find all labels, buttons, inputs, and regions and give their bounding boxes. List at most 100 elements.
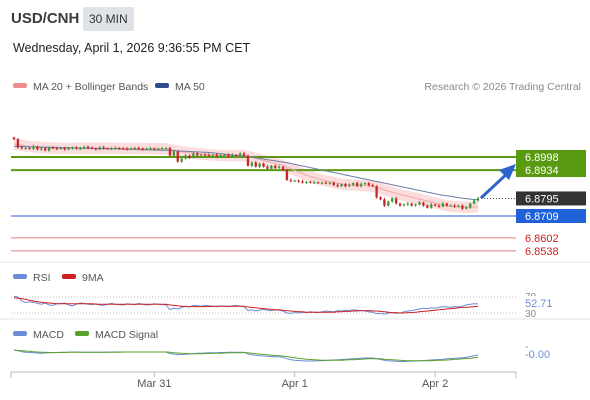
candle-body (336, 185, 339, 187)
resistance-tag (516, 150, 586, 164)
chart-header: USD/CNH 30 MIN Wednesday, April 1, 2026 … (0, 0, 590, 70)
candle-body (316, 182, 320, 184)
rsi-ma-legend-swatch (62, 274, 76, 279)
candle-body (414, 204, 417, 206)
candle-body (418, 202, 421, 205)
support-label: 6.8538 (525, 246, 559, 258)
candle-body (137, 148, 140, 150)
rsi-pane: RSI 9MA 70 30 52.71 (11, 272, 558, 320)
candle-body (90, 148, 94, 150)
candle-body (293, 180, 296, 182)
candle-body (406, 203, 409, 205)
candle-body (102, 147, 105, 149)
candle-body (125, 148, 129, 150)
x-tick-label: Apr 1 (282, 378, 308, 390)
resistance-tag-label: 6.8998 (525, 152, 559, 164)
candle-body (12, 137, 16, 140)
candle-body (79, 148, 82, 150)
candle-body (422, 202, 425, 206)
candle-body (153, 148, 156, 150)
candle-body (375, 186, 378, 198)
ma20-legend-swatch (13, 83, 27, 88)
candle-body (383, 199, 386, 206)
candle-body (242, 153, 246, 156)
candle-body (313, 182, 316, 184)
candle-body (457, 205, 460, 207)
macd-tick-mark: - (525, 342, 528, 353)
candle-body (461, 205, 464, 209)
candle-body (118, 148, 121, 150)
candle-body (98, 147, 101, 150)
candle-body (40, 148, 43, 150)
rsi-last-value: 52.71 (525, 298, 553, 310)
candle-body (133, 148, 137, 150)
candle-body (75, 147, 78, 149)
candle-body (71, 147, 74, 149)
candle-body (258, 163, 261, 167)
candle-body (67, 148, 70, 150)
candle-body (55, 148, 59, 150)
candle-body (324, 182, 328, 184)
candle-body (281, 166, 285, 170)
candle-body (469, 203, 472, 208)
macd-pane: MACD MACD Signal - -0.00 (13, 329, 550, 362)
candle-body (394, 198, 398, 204)
candle-body (445, 203, 448, 206)
candle-body (332, 182, 335, 186)
candle-body (145, 148, 148, 150)
candle-body (449, 205, 452, 207)
forecast-arrow-head (499, 164, 516, 180)
timeframe-badge[interactable]: 30 MIN (83, 7, 134, 31)
candle-body (180, 158, 183, 162)
candle-body (371, 185, 374, 187)
candle-body (328, 182, 332, 184)
support-label: 6.8602 (525, 233, 559, 245)
datetime-label: Wednesday, April 1, 2026 9:36:55 PM CET (13, 41, 251, 55)
candle-body (472, 200, 476, 204)
candle-body (387, 201, 390, 206)
candle-body (274, 165, 277, 168)
candle-body (16, 139, 20, 148)
candle-body (47, 147, 51, 151)
candle-body (476, 198, 480, 201)
x-tick-label: Apr 2 (422, 378, 448, 390)
candle-body (289, 180, 293, 182)
candle-body (426, 205, 429, 208)
candle-body (359, 184, 363, 187)
candle-body (391, 198, 394, 202)
candle-body (398, 203, 402, 206)
candle-body (430, 204, 433, 208)
candle-body (164, 148, 168, 150)
candle-body (238, 153, 242, 156)
candle-body (352, 183, 355, 186)
candle-body (433, 204, 437, 206)
candle-body (44, 148, 47, 151)
candle-body (59, 148, 62, 150)
symbol-label: USD/CNH (11, 10, 80, 27)
rsi-legend-label: RSI (33, 272, 51, 284)
candle-body (160, 148, 164, 150)
pivot-tag-label: 6.8709 (525, 211, 559, 223)
candle-body (86, 146, 90, 149)
candle-body (254, 162, 257, 167)
candle-body (223, 154, 226, 156)
candle-body (277, 166, 281, 168)
credit-label: Research © 2026 Trading Central (424, 81, 581, 93)
candle-body (141, 148, 144, 150)
candle-body (266, 166, 269, 169)
rsi-legend-swatch (13, 274, 27, 279)
candle-body (465, 207, 468, 209)
candle-body (219, 155, 222, 157)
candle-body (227, 154, 230, 157)
candle-body (24, 148, 27, 150)
x-ticks: Mar 31 Apr 1 Apr 2 (137, 372, 448, 390)
candle-body (285, 169, 289, 181)
candle-body (106, 148, 109, 150)
candle-body (367, 183, 370, 186)
candle-body (379, 197, 382, 200)
candles (12, 136, 480, 210)
candle-body (129, 148, 133, 150)
macd-legend-label: MACD (33, 329, 64, 341)
candle-body (207, 154, 211, 156)
candle-body (348, 185, 351, 187)
